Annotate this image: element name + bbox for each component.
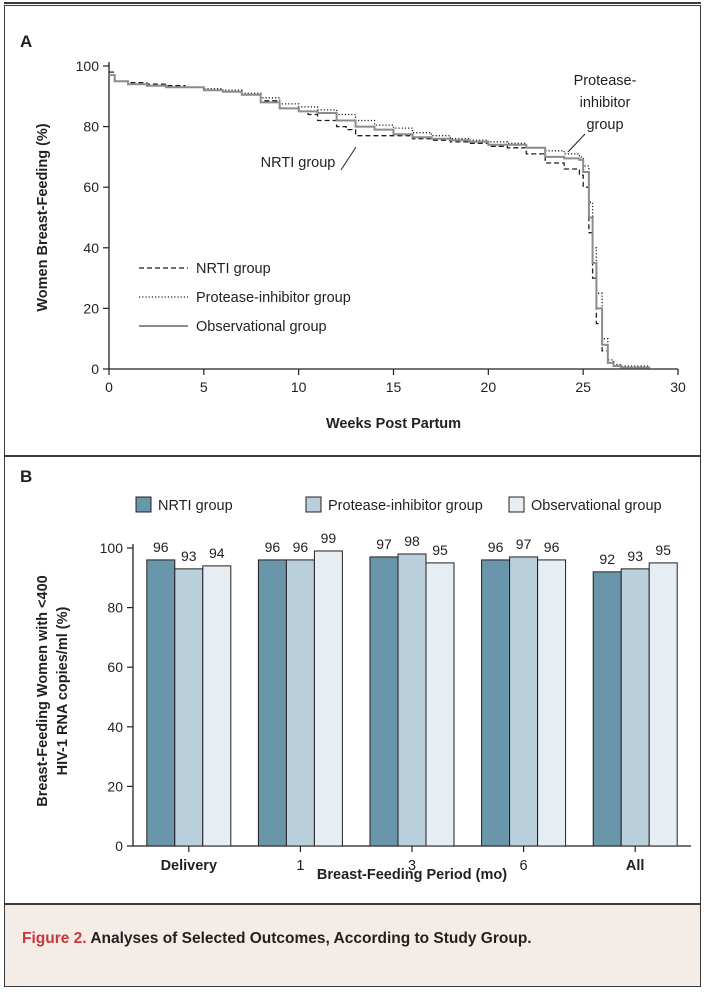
bar-value-label: 92 (599, 551, 615, 567)
legend-swatch-0 (135, 496, 152, 513)
bar-1 (285, 559, 315, 847)
figure-caption: Figure 2. Analyses of Selected Outcomes,… (22, 930, 532, 948)
series-line-1 (109, 74, 651, 368)
bar-0 (257, 559, 287, 847)
bar-value-label: 99 (321, 530, 337, 546)
legend-label-2: Observational group (531, 498, 662, 514)
legend-swatch-2 (508, 496, 525, 513)
annotation-protease-line: Protease- (574, 73, 637, 89)
figure-number: Figure 2. (22, 930, 87, 947)
caption-separator (4, 903, 701, 905)
y-tick-label: 40 (107, 719, 123, 735)
category-label: 3 (408, 858, 416, 874)
annotation-protease-line: group (586, 117, 623, 133)
bar-2 (648, 562, 678, 847)
y-tick-label: 20 (83, 300, 99, 316)
legend-label-0: NRTI group (196, 261, 271, 277)
category-label: All (626, 858, 645, 874)
legend-label-2: Observational group (196, 319, 327, 335)
bar-value-label: 95 (432, 542, 448, 558)
legend-label-1: Protease-inhibitor group (196, 290, 351, 306)
x-tick-label: 20 (481, 379, 497, 395)
figure-frame (4, 5, 701, 987)
y-tick-label: 60 (107, 659, 123, 675)
legend-label-1: Protease-inhibitor group (328, 498, 483, 514)
y-tick-label: 100 (76, 58, 100, 74)
bar-value-label: 93 (181, 548, 197, 564)
bar-value-label: 94 (209, 545, 225, 561)
y-tick-label: 20 (107, 778, 123, 794)
series-line-2 (109, 74, 650, 369)
caption-text: Analyses of Selected Outcomes, According… (86, 930, 532, 947)
y-tick-label: 40 (83, 240, 99, 256)
x-axis-title: Weeks Post Partum (326, 416, 461, 432)
x-tick-label: 25 (575, 379, 591, 395)
annotation-protease-line: inhibitor (580, 95, 631, 111)
annotation-nrti-leader (340, 146, 357, 171)
category-label: Delivery (161, 858, 217, 874)
x-tick-label: 0 (105, 379, 113, 395)
y-tick-label: 0 (91, 361, 99, 377)
survival-chart: 0 20 40 60 80 100 0 5 10 15 20 25 30 Weeks Post Partu… (35, 58, 686, 432)
bar-1 (509, 556, 539, 847)
y-tick-label: 80 (83, 119, 99, 135)
bar-value-label: 95 (655, 542, 671, 558)
annotation-protease-leader (567, 133, 586, 153)
y-tick-label: 0 (115, 838, 123, 854)
bar-1 (174, 568, 204, 847)
bar-value-label: 96 (153, 539, 169, 555)
bar-2 (537, 559, 567, 847)
y-axis-title-line2: HIV-1 RNA copies/ml (%) (55, 607, 71, 776)
y-tick-label: 80 (107, 600, 123, 616)
bar-chart: 0 20 40 60 80 100 96 93 94 Delivery 96 96 99 1 97 98 95 3… (35, 496, 691, 883)
top-rule (4, 2, 701, 4)
bar-0 (369, 556, 399, 847)
bar-value-label: 96 (293, 539, 309, 555)
x-tick-label: 5 (200, 379, 208, 395)
legend-label-0: NRTI group (158, 498, 233, 514)
y-tick-label: 60 (83, 179, 99, 195)
caption-box (5, 905, 700, 986)
y-tick-label: 100 (100, 540, 124, 556)
y-axis-title: Women Breast-Feeding (%) (35, 123, 51, 311)
bar-value-label: 93 (627, 548, 643, 564)
bar-1 (620, 568, 650, 847)
bar-2 (313, 550, 343, 847)
bar-0 (592, 571, 622, 847)
legend-swatch-1 (305, 496, 322, 513)
bar-value-label: 97 (516, 536, 532, 552)
bar-0 (146, 559, 176, 847)
bar-2 (425, 562, 455, 847)
category-label: 6 (520, 858, 528, 874)
annotation-nrti-label: NRTI group (261, 155, 336, 171)
bar-value-label: 96 (544, 539, 560, 555)
bar-value-label: 96 (488, 539, 504, 555)
bar-0 (481, 559, 511, 847)
x-tick-label: 30 (670, 379, 686, 395)
panel-separator (4, 455, 701, 457)
x-tick-label: 10 (291, 379, 307, 395)
bar-value-label: 96 (265, 539, 281, 555)
category-label: 1 (296, 858, 304, 874)
x-axis-title: Breast-Feeding Period (mo) (317, 867, 507, 883)
panel-a-label: A (20, 32, 32, 51)
bar-2 (202, 565, 232, 847)
bar-value-label: 97 (376, 536, 392, 552)
series-line-0 (109, 71, 650, 369)
panel-b-label: B (20, 467, 32, 486)
bar-value-label: 98 (404, 533, 420, 549)
y-axis-title-line1: Breast-Feeding Women with <400 (35, 575, 51, 806)
x-tick-label: 15 (386, 379, 402, 395)
bar-1 (397, 553, 427, 847)
